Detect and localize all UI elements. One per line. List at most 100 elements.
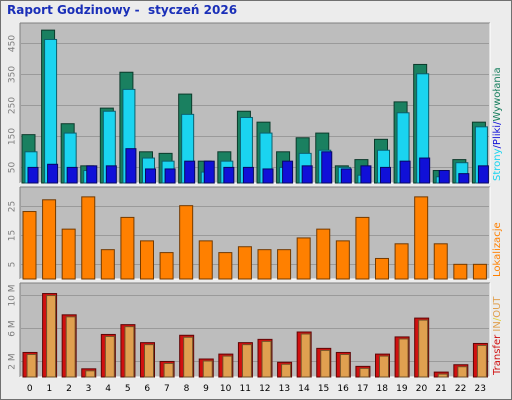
x-tick-label-9: 9	[203, 384, 209, 394]
x-tick-label-4: 4	[105, 384, 111, 394]
bar-lokalizacje-8	[179, 205, 194, 280]
bar-transfer-in-11	[241, 344, 252, 378]
x-tick-label-11: 11	[239, 384, 250, 394]
x-tick-label-3: 3	[86, 384, 92, 394]
bar-transfer-in-14	[300, 333, 311, 378]
bar-strony-18	[380, 166, 391, 184]
bar-lokalizacje-22	[453, 263, 468, 280]
bar-lokalizacje-12	[257, 249, 272, 280]
bar-lokalizacje-19	[394, 243, 409, 280]
side-label-segment: Transfer	[492, 334, 503, 376]
bar-transfer-in-21	[437, 373, 448, 378]
bar-lokalizacje-5	[120, 216, 135, 280]
bar-strony-6	[145, 168, 156, 184]
bar-lokalizacje-0	[22, 211, 37, 280]
side-label-segment: IN	[492, 321, 503, 335]
bar-strony-15	[321, 151, 333, 184]
bar-strony-12	[262, 168, 274, 184]
bar-transfer-in-20	[418, 319, 429, 378]
side-label-segment: Strony	[492, 148, 503, 181]
bar-transfer-in-3	[85, 370, 96, 378]
y-tick-label: 150	[8, 128, 18, 145]
panel-1: 5 15 25 Lokalizacje	[8, 186, 503, 280]
bar-lokalizacje-6	[140, 240, 154, 280]
bar-strony-11	[242, 166, 254, 184]
x-tick-label-15: 15	[318, 384, 329, 394]
side-label-segment: /	[492, 144, 503, 148]
y-tick-label: 350	[8, 66, 18, 83]
side-label-segment: /	[492, 317, 503, 321]
bar-strony-2	[66, 166, 78, 184]
panel-2: 2 M 6 M 10 M Transfer IN/OUT	[8, 282, 503, 378]
bar-transfer-in-1	[46, 295, 57, 378]
x-tick-label-23: 23	[474, 384, 485, 394]
bar-lokalizacje-14	[296, 237, 311, 280]
bar-lokalizacje-20	[414, 196, 429, 280]
y-tick-label: 10 M	[8, 284, 18, 306]
bar-lokalizacje-4	[100, 249, 115, 280]
side-label-segment: Pliki	[492, 125, 503, 145]
bar-lokalizacje-16	[335, 240, 350, 280]
x-tick-label-8: 8	[184, 384, 190, 394]
x-tick-label-21: 21	[435, 384, 446, 394]
side-label-panel-2: Transfer IN/OUT	[492, 296, 503, 376]
plot-area	[20, 23, 490, 183]
bar-lokalizacje-11	[237, 246, 252, 280]
y-tick-label: 6 M	[8, 320, 18, 336]
bar-transfer-in-16	[339, 353, 350, 378]
x-tick-label-2: 2	[66, 384, 72, 394]
bar-lokalizacje-23	[472, 263, 487, 280]
bar-strony-13	[282, 160, 294, 184]
bar-strony-8	[184, 160, 196, 184]
y-tick-label: 5	[8, 262, 18, 268]
x-tick-label-5: 5	[125, 384, 131, 394]
side-label-panel-1: Lokalizacje	[492, 222, 503, 277]
bar-transfer-in-19	[398, 338, 409, 378]
bar-pliki-1	[44, 38, 58, 184]
y-tick-label: 15	[8, 230, 18, 241]
bar-strony-9	[203, 160, 215, 184]
bar-transfer-in-12	[261, 340, 272, 378]
bar-lokalizacje-13	[277, 249, 292, 280]
bar-transfer-in-23	[476, 344, 487, 378]
bar-transfer-in-17	[359, 367, 370, 378]
bar-transfer-in-6	[144, 344, 154, 378]
x-tick-label-7: 7	[164, 384, 170, 394]
x-tick-label-19: 19	[396, 384, 408, 394]
side-label-segment: Wywołania	[492, 67, 503, 121]
side-label-panel-0: Strony/Pliki/Wywołania	[492, 67, 503, 181]
bar-strony-3	[86, 165, 98, 184]
bar-lokalizacje-1	[42, 199, 57, 280]
bar-strony-0	[27, 166, 39, 184]
x-tick-label-20: 20	[416, 384, 428, 394]
x-tick-label-18: 18	[377, 384, 389, 394]
report-title: Raport Godzinowy - styczeń 2026	[7, 3, 238, 17]
bar-lokalizacje-18	[375, 257, 389, 280]
bar-strony-4	[105, 165, 117, 184]
bar-strony-5	[125, 148, 137, 184]
bar-transfer-in-18	[379, 355, 389, 378]
x-tick-label-17: 17	[357, 384, 368, 394]
bar-lokalizacje-2	[61, 228, 76, 280]
x-tick-label-22: 22	[455, 384, 466, 394]
bar-strony-7	[164, 168, 176, 184]
plot-area	[20, 187, 490, 279]
bar-transfer-in-13	[281, 363, 292, 378]
bar-lokalizacje-17	[355, 216, 370, 280]
bar-strony-19	[399, 160, 411, 184]
bar-strony-20	[419, 157, 431, 184]
bar-transfer-in-0	[26, 353, 37, 378]
bar-transfer-in-5	[124, 326, 135, 378]
bar-transfer-in-7	[163, 362, 174, 378]
y-tick-label: 50	[8, 162, 18, 174]
x-tick-label-16: 16	[337, 384, 349, 394]
x-tick-label-10: 10	[220, 384, 232, 394]
bar-transfer-in-4	[104, 335, 115, 378]
bar-transfer-in-15	[320, 349, 331, 378]
bar-strony-1	[47, 163, 59, 184]
bar-strony-10	[223, 166, 235, 184]
y-tick-label: 2 M	[8, 353, 18, 369]
side-label-segment: OUT	[492, 296, 503, 318]
side-label-segment: Lokalizacje	[492, 222, 503, 277]
